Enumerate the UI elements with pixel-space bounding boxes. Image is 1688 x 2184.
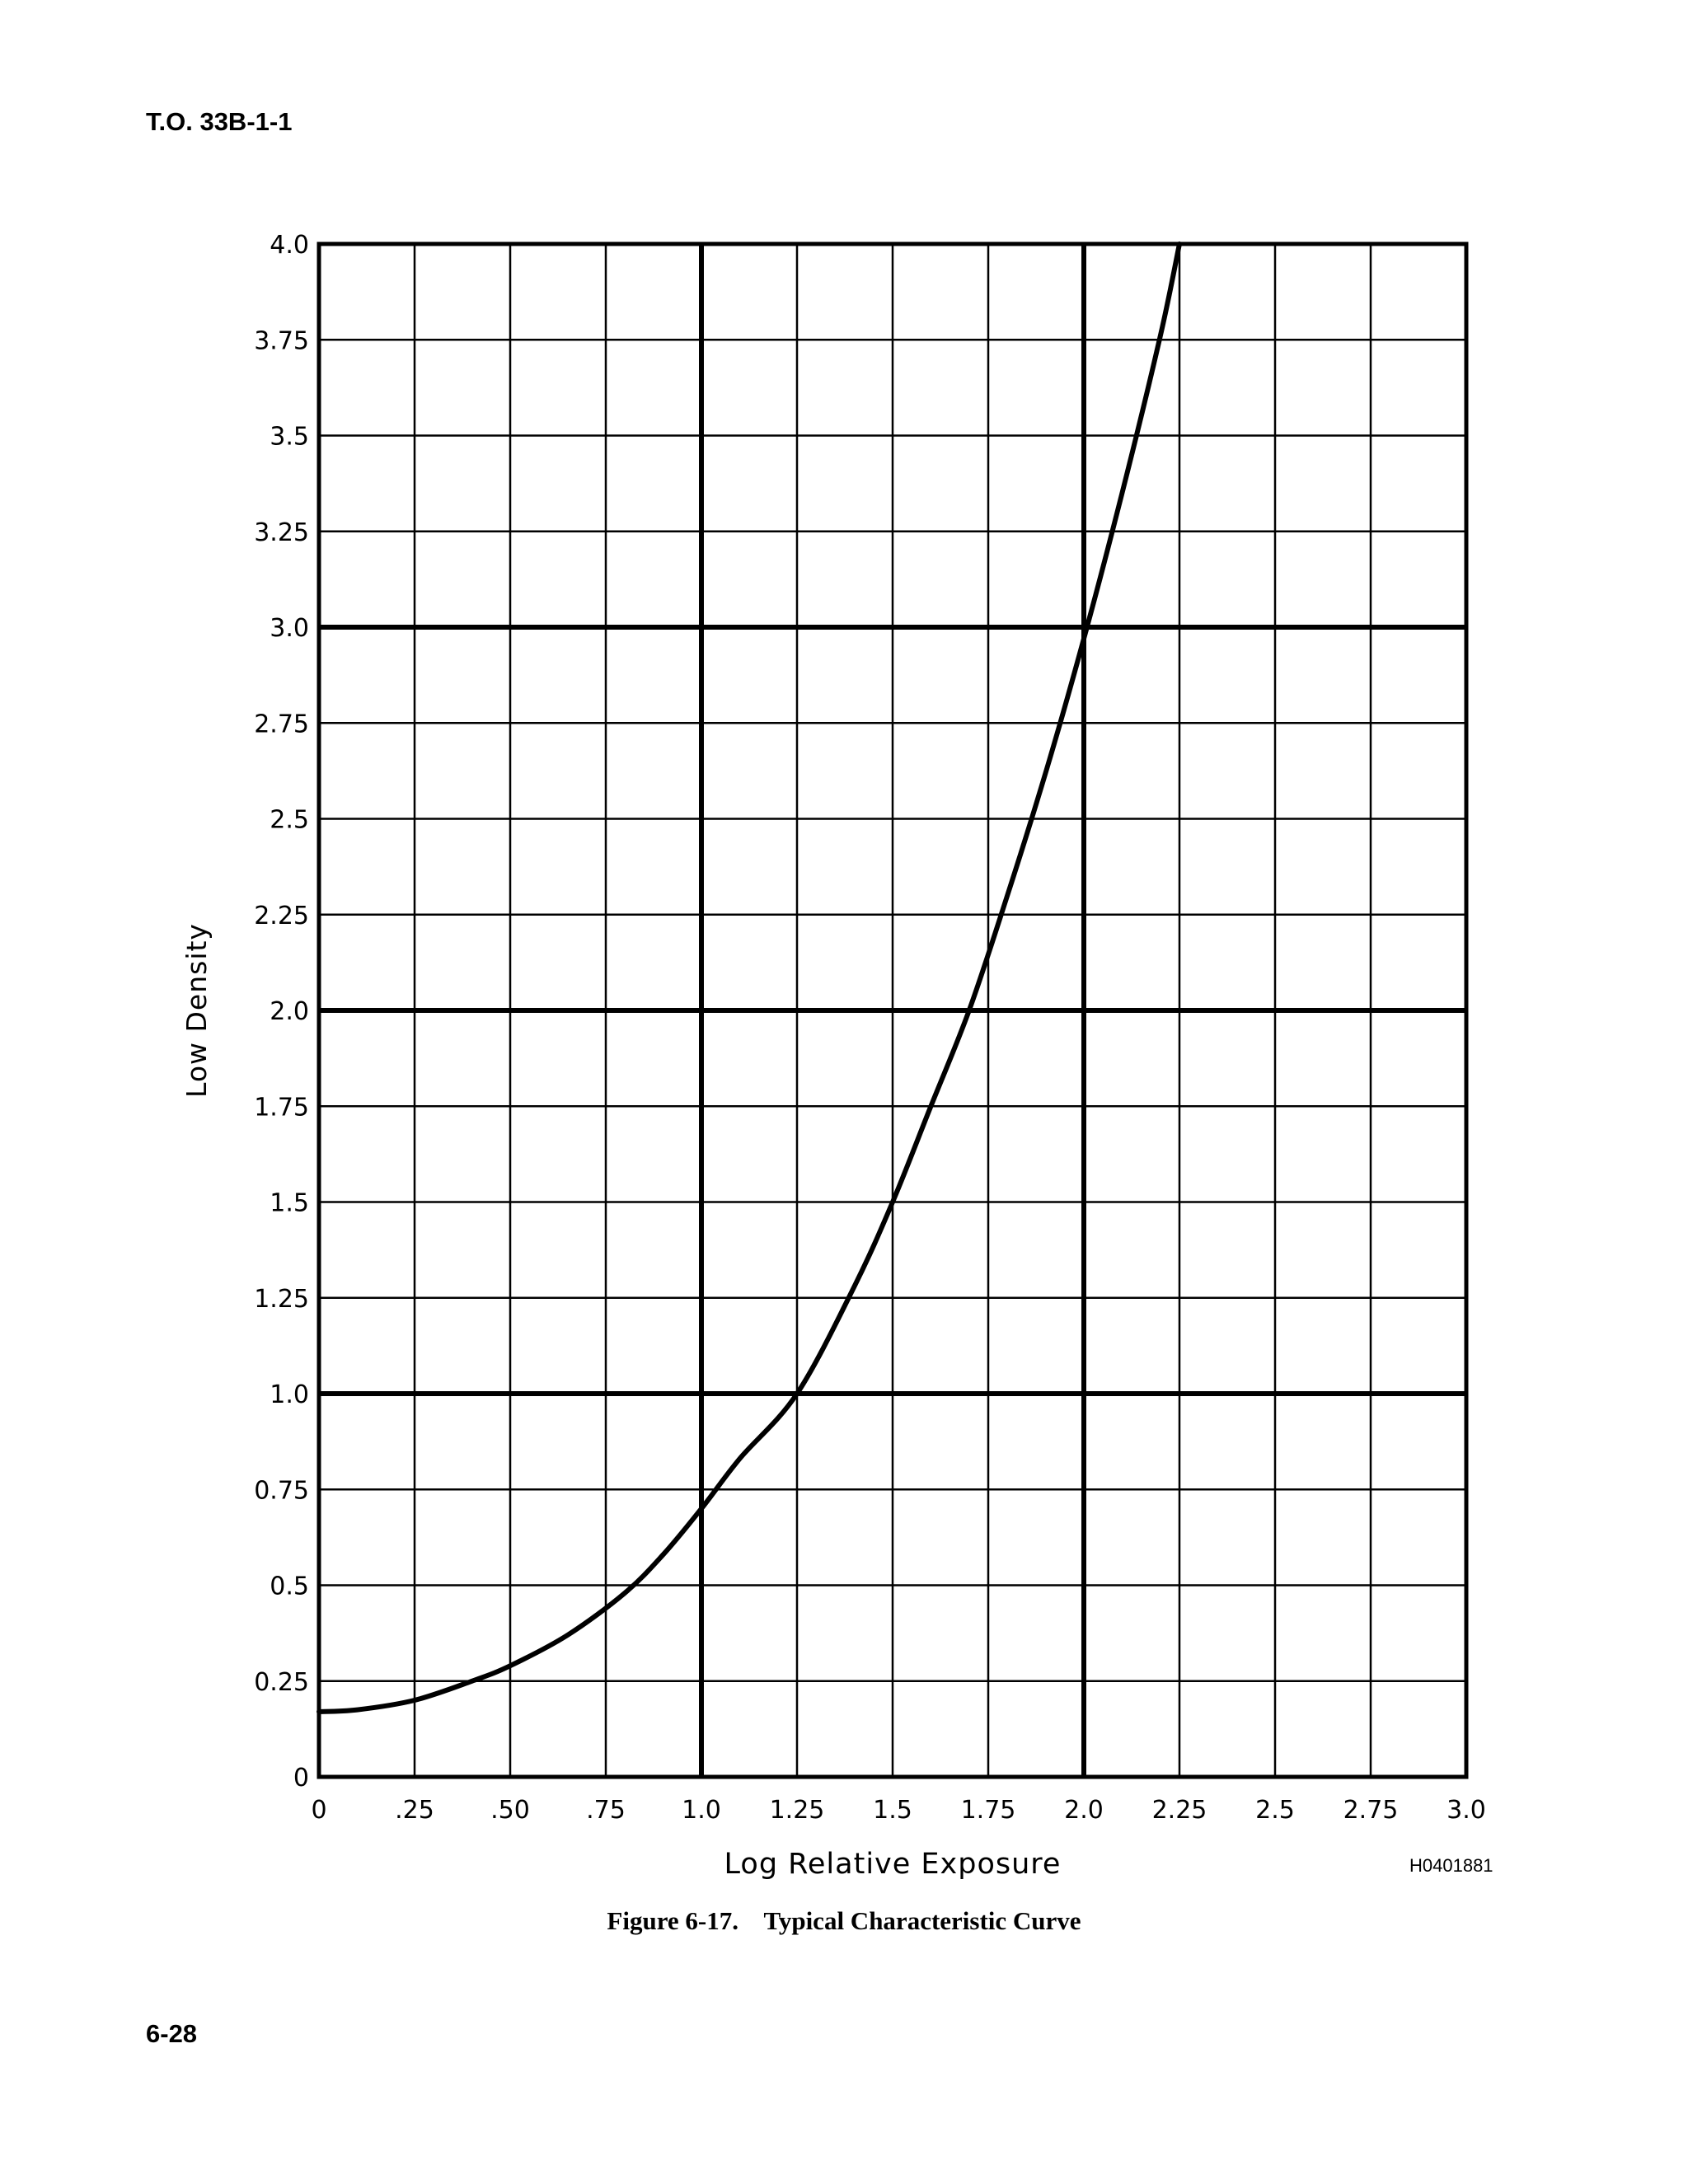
- y-tick-labels: 0 0.25 0.5 0.75 1.0 1.25 1.5 1.75 2.0 2.25 2.5 2.75…: [254, 231, 309, 1793]
- plot-frame: [316, 241, 1469, 1779]
- x-tick-label: 0: [311, 1796, 326, 1825]
- x-tick-label: 3.0: [1447, 1796, 1486, 1825]
- document-header: T.O. 33B-1-1: [146, 107, 293, 136]
- y-tick-label: 0.75: [254, 1476, 309, 1505]
- x-tick-label: 1.75: [961, 1796, 1016, 1825]
- y-tick-label: 2.25: [254, 902, 309, 930]
- y-tick-label: 2.75: [254, 710, 309, 738]
- x-tick-label: 1.5: [873, 1796, 912, 1825]
- y-tick-label: 2.0: [270, 997, 309, 1026]
- y-tick-label: 0: [293, 1764, 309, 1793]
- major-grid: [319, 244, 1466, 1777]
- x-tick-labels: 0 .25 .50 .75 1.0 1.25 1.5 1.75 2.0 2.25 2.5 2.75 3.…: [311, 1796, 1485, 1825]
- characteristic-curve-line: [316, 241, 1182, 1714]
- y-tick-label: 0.5: [270, 1572, 309, 1601]
- y-tick-label: 4.0: [270, 231, 309, 260]
- x-axis-label: Log Relative Exposure: [724, 1848, 1062, 1881]
- y-axis-label: Low Density: [181, 923, 213, 1098]
- y-tick-label: 1.25: [254, 1285, 309, 1314]
- y-tick-label: 2.5: [270, 806, 309, 835]
- y-tick-label: 1.75: [254, 1093, 309, 1122]
- y-tick-label: 3.0: [270, 614, 309, 643]
- figure-id: H0401881: [1409, 1855, 1493, 1876]
- x-tick-label: .25: [395, 1796, 434, 1825]
- x-tick-label: 2.75: [1343, 1796, 1399, 1825]
- y-tick-label: 1.0: [270, 1380, 309, 1409]
- y-tick-label: 0.25: [254, 1668, 309, 1697]
- caption-number: Figure 6-17.: [607, 1906, 738, 1935]
- figure-caption: Figure 6-17. Typical Characteristic Curv…: [0, 1906, 1688, 1936]
- y-tick-label: 3.5: [270, 423, 309, 452]
- page-number: 6-28: [146, 2019, 198, 2048]
- x-tick-label: 1.0: [682, 1796, 721, 1825]
- caption-title: Typical Characteristic Curve: [763, 1906, 1081, 1935]
- x-tick-label: 2.25: [1152, 1796, 1207, 1825]
- y-tick-label: 3.75: [254, 326, 309, 355]
- minor-grid: [319, 244, 1466, 1777]
- x-tick-label: 2.5: [1255, 1796, 1295, 1825]
- x-tick-label: .50: [490, 1796, 530, 1825]
- x-tick-label: 2.0: [1064, 1796, 1104, 1825]
- y-tick-label: 3.25: [254, 518, 309, 547]
- x-tick-label: 1.25: [770, 1796, 825, 1825]
- x-tick-label: .75: [586, 1796, 626, 1825]
- y-tick-label: 1.5: [270, 1189, 309, 1218]
